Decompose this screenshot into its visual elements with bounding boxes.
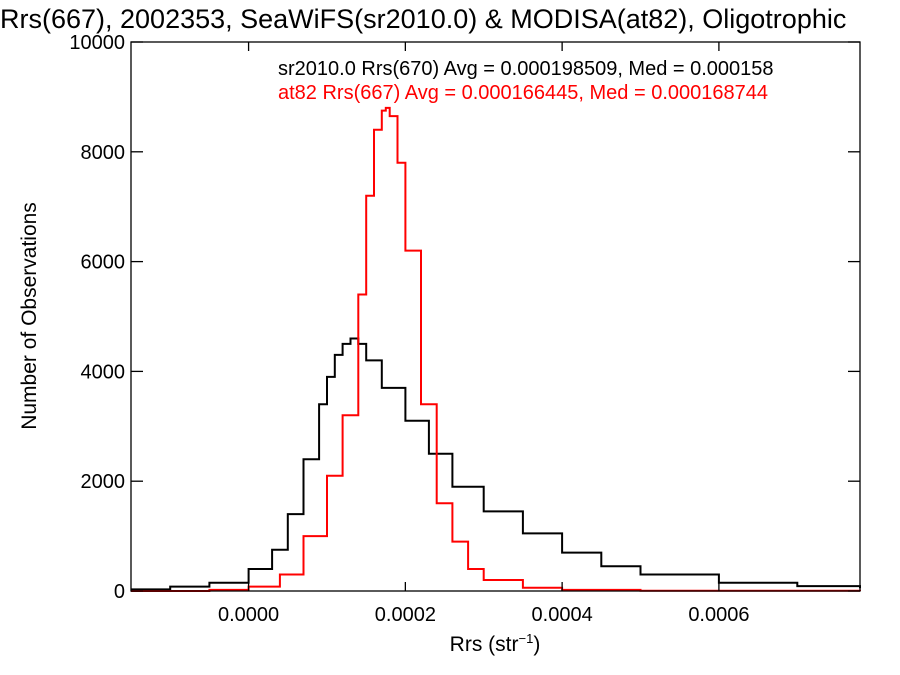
x-tick-label: 0.0002 — [375, 604, 436, 626]
plot-frame — [130, 41, 861, 592]
tick-layer: 0.0000 0.0002 0.0004 0.0006 0 2000 4000 6000 800… — [69, 32, 860, 626]
y-tick-label: 0 — [114, 581, 125, 603]
x-tick-label: 0.0000 — [218, 604, 279, 626]
y-tick-label: 2000 — [81, 471, 126, 493]
series-1-line — [131, 106, 861, 592]
legend-entry-red: at82 Rrs(667) Avg = 0.000166445, Med = 0… — [278, 82, 768, 104]
series-0-line — [131, 337, 861, 591]
legend-entry-black: sr2010.0 Rrs(670) Avg = 0.000198509, Med… — [278, 58, 774, 80]
x-axis-label-sup: −1 — [519, 631, 534, 646]
x-axis-label-close: ) — [533, 633, 540, 656]
series-layer — [131, 106, 861, 592]
y-tick-label: 10000 — [69, 32, 125, 54]
chart-title: Rrs(667), 2002353, SeaWiFS(sr2010.0) & M… — [0, 4, 846, 34]
x-axis-label: Rrs (str−1) — [450, 631, 541, 656]
x-tick-label: 0.0006 — [688, 604, 749, 626]
y-tick-label: 6000 — [81, 252, 126, 274]
y-tick-label: 8000 — [81, 142, 126, 164]
y-axis-label: Number of Observations — [18, 202, 41, 430]
x-tick-label: 0.0004 — [532, 604, 593, 626]
y-tick-label: 4000 — [81, 361, 126, 383]
x-axis-label-main: Rrs (str — [450, 633, 519, 656]
